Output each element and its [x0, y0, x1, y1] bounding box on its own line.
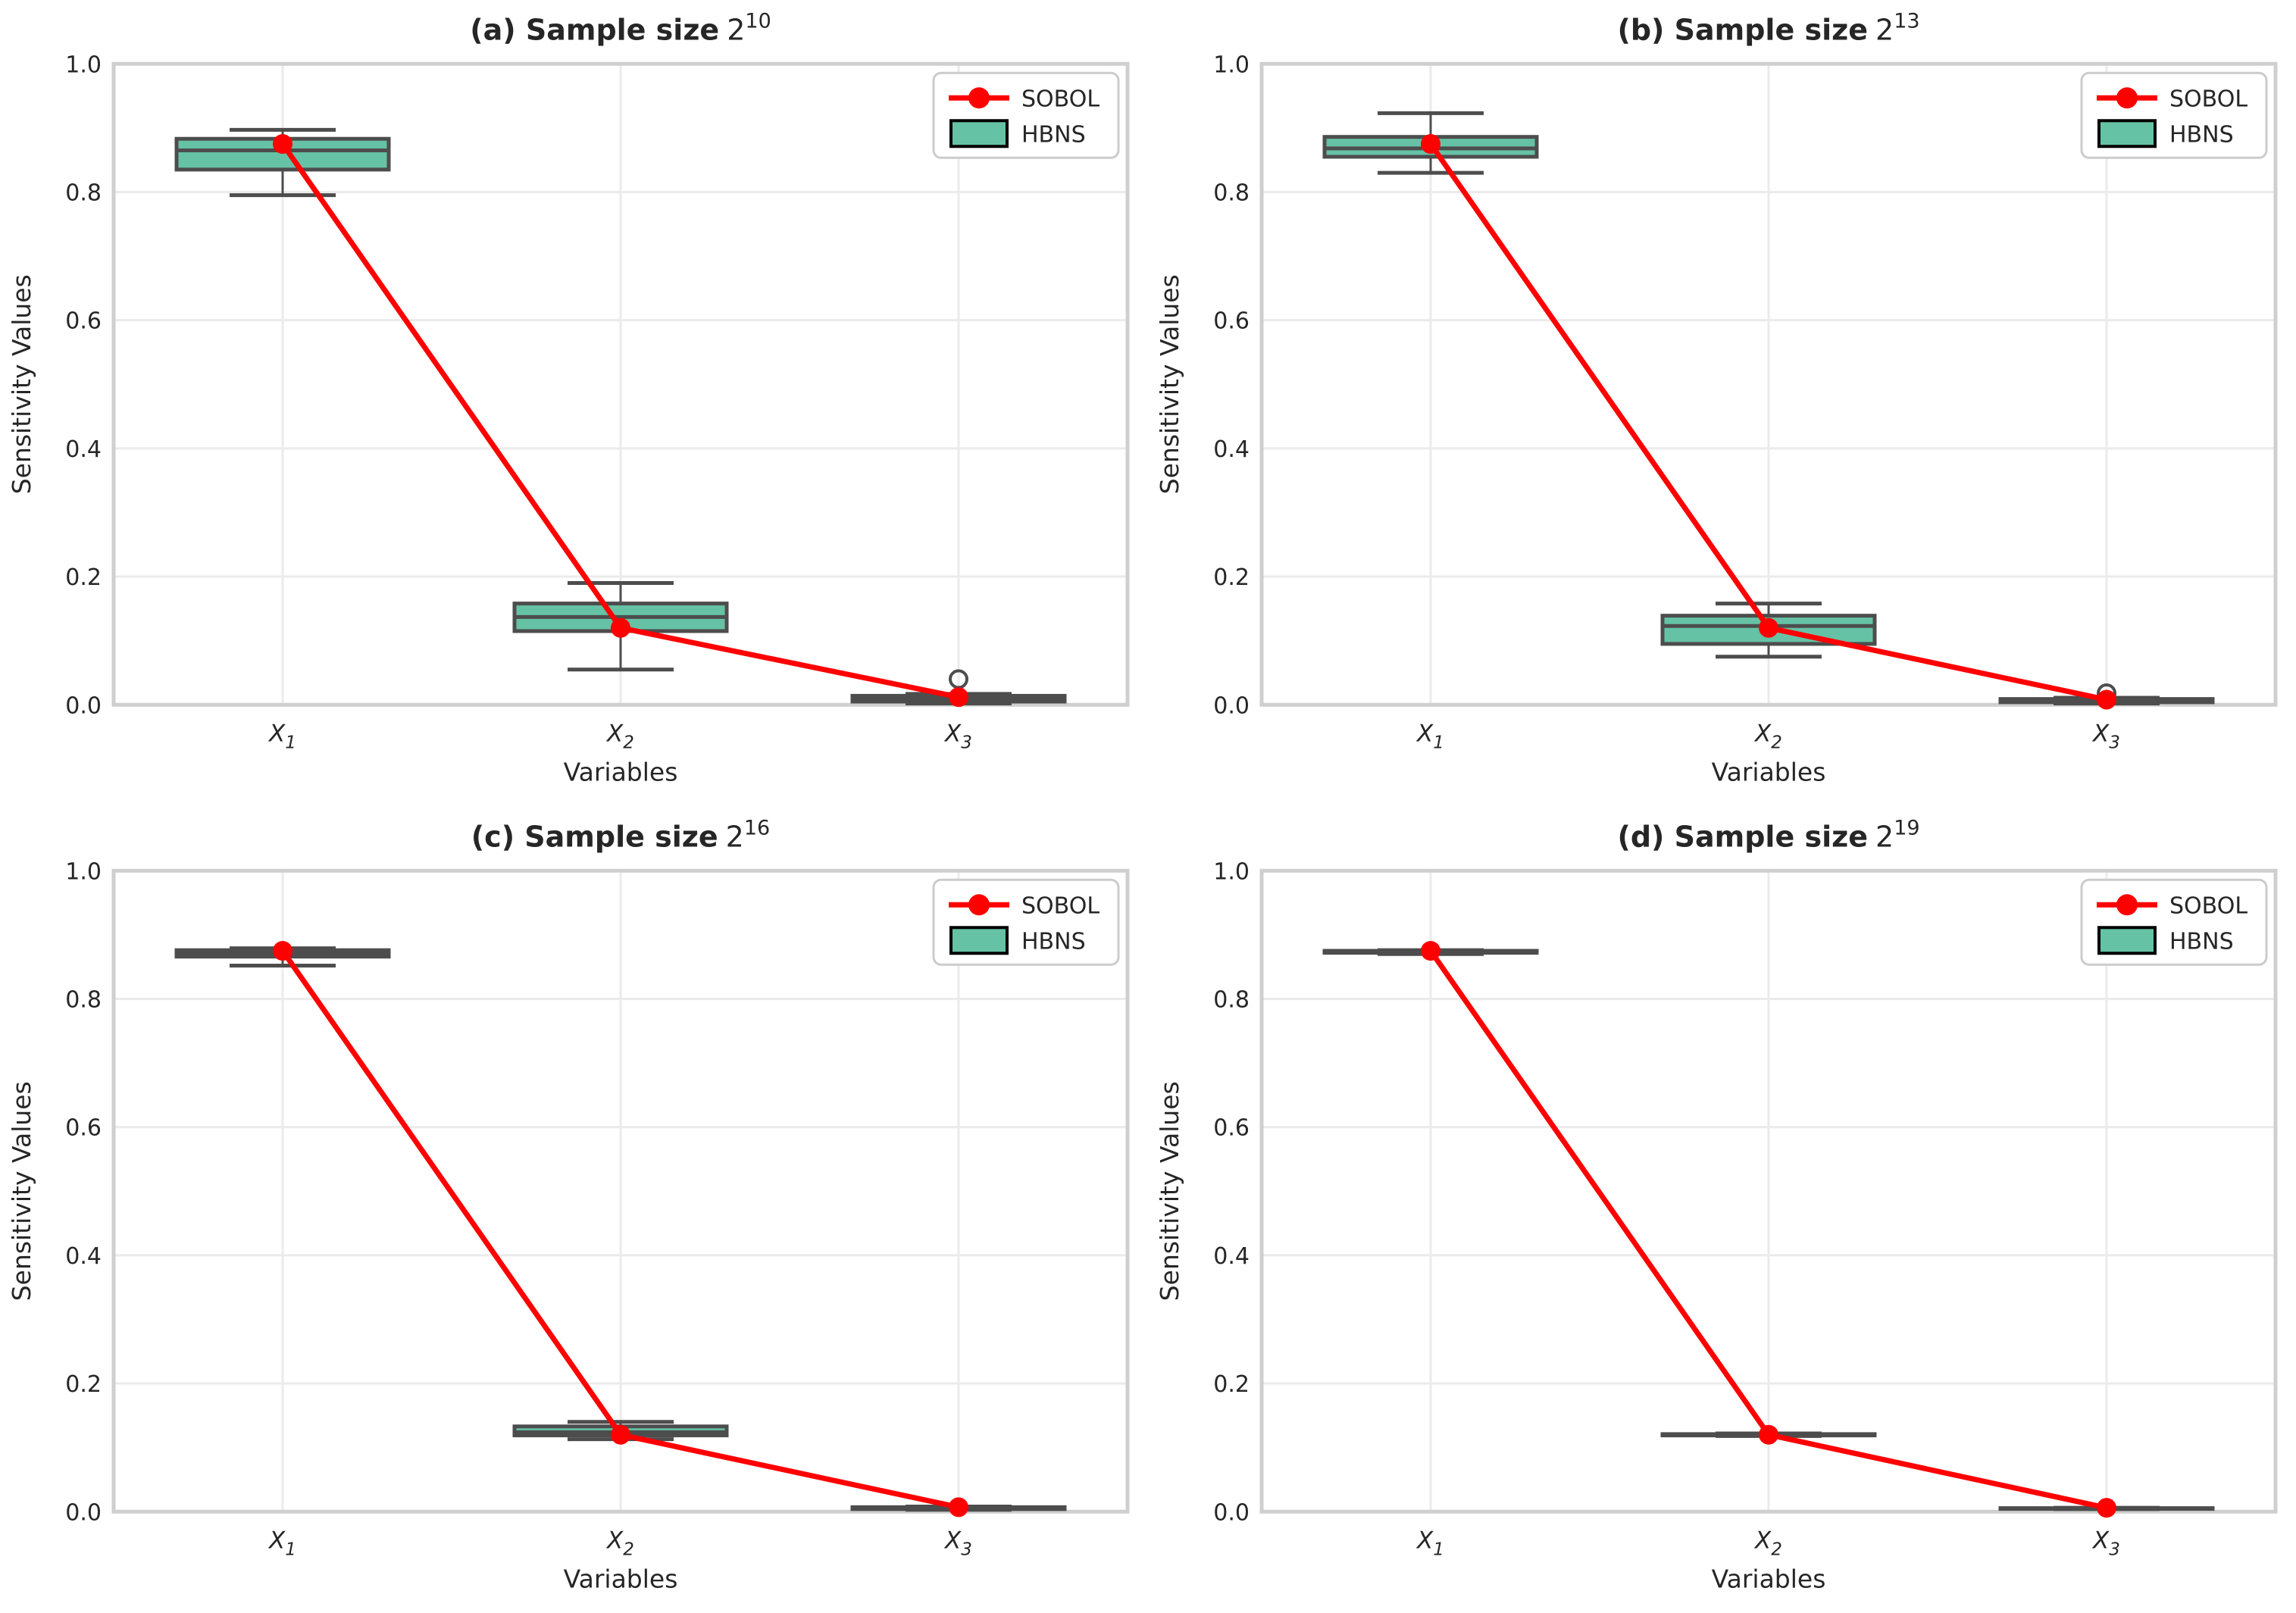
legend-sobol-marker	[2116, 87, 2138, 109]
gridlines	[114, 869, 1128, 1513]
panel-d-chart: (d) Sample size 219 0.0 0.2 0.4 0.6 0.8 1.0 X1 X2…	[1148, 806, 2296, 1613]
box-group	[174, 127, 391, 198]
panel-c: (c) Sample size 216 0.0 0.2 0.4 0.6 0.8 1.0 X1 X2…	[0, 806, 1148, 1613]
sobol-marker	[2097, 1497, 2116, 1518]
legend-hbns-label: HBNS	[2169, 928, 2234, 955]
sobol-marker	[1759, 1424, 1778, 1445]
plot-frame	[111, 61, 1130, 707]
y-axis-label: Sensitivity Values	[1155, 1081, 1184, 1301]
sobol-marker	[1421, 134, 1440, 154]
x-tick-label: X3	[943, 1527, 972, 1559]
panel-c-chart: (c) Sample size 216 0.0 0.2 0.4 0.6 0.8 1.0 X1 X2…	[0, 806, 1148, 1613]
y-tick-label: 0.8	[1213, 180, 1250, 206]
panel-title: (d) Sample size 219	[1617, 816, 1919, 853]
y-tick-label: 0.8	[1213, 986, 1250, 1013]
x-tick-label: X3	[2091, 720, 2120, 752]
x-tick-label: X3	[2091, 1527, 2120, 1559]
y-tick-label: 0.6	[1213, 1114, 1250, 1141]
x-tick-label: X1	[267, 720, 296, 752]
y-tick-label: 0.4	[65, 1243, 102, 1269]
panel-title: (a) Sample size 210	[470, 9, 771, 46]
y-tick-label: 0.2	[1213, 1371, 1250, 1398]
x-tick-label: X3	[943, 720, 972, 752]
legend-sobol-label: SOBOL	[2169, 86, 2248, 112]
sobol-marker	[1759, 617, 1778, 638]
x-tick-label: X1	[1415, 720, 1444, 752]
sobol-marker	[611, 617, 630, 638]
legend-hbns-patch	[2097, 925, 2157, 955]
legend-hbns-label: HBNS	[2169, 121, 2234, 148]
x-tick-label: X2	[1753, 1527, 1782, 1559]
legend-sobol-marker	[968, 893, 990, 915]
legend-sobol-marker	[968, 87, 990, 109]
plot-frame	[1259, 61, 2278, 707]
panel-title: (c) Sample size 216	[471, 816, 770, 853]
sobol-marker	[949, 687, 968, 708]
x-axis-label: Variables	[564, 757, 678, 786]
y-axis-label: Sensitivity Values	[1155, 274, 1184, 494]
y-tick-label: 0.4	[65, 436, 102, 463]
y-tick-label: 0.6	[1213, 308, 1250, 335]
x-tick-label: X2	[605, 1527, 634, 1559]
sobol-marker	[1421, 940, 1440, 961]
panel-a-chart: (a) Sample size 210 0.0 0.2 0.4 0.6 0.8 1.0 X1 X2…	[0, 0, 1148, 807]
legend: SOBOL HBNS	[932, 878, 1120, 966]
legend: SOBOL HBNS	[2080, 878, 2268, 966]
x-tick-label: X1	[1415, 1527, 1444, 1559]
legend-hbns-patch	[949, 119, 1009, 148]
plot-frame	[111, 868, 1130, 1514]
y-tick-label: 0.4	[1213, 436, 1250, 463]
legend-hbns-patch	[2097, 119, 2157, 148]
y-tick-label: 0.0	[65, 692, 102, 719]
y-tick-label: 0.2	[65, 564, 102, 591]
x-tick-label: X2	[1753, 720, 1782, 752]
sobol-marker	[2097, 689, 2116, 710]
x-tick-label: X2	[605, 720, 634, 752]
y-tick-label: 0.6	[65, 1114, 102, 1141]
y-tick-label: 0.0	[1213, 692, 1250, 719]
legend-sobol-label: SOBOL	[2169, 892, 2248, 919]
sobol-marker	[273, 940, 292, 961]
sobol-marker	[611, 1424, 630, 1445]
y-tick-label: 0.8	[65, 986, 102, 1013]
x-axis-label: Variables	[564, 1564, 678, 1593]
y-tick-label: 1.0	[65, 858, 102, 885]
y-tick-label: 1.0	[65, 52, 102, 78]
panel-b: (b) Sample size 213 0.0 0.2 0.4 0.6 0.8 1.0 X1 X2…	[1148, 0, 2296, 807]
panel-b-chart: (b) Sample size 213 0.0 0.2 0.4 0.6 0.8 1.0 X1 X2…	[1148, 0, 2296, 807]
legend-sobol-marker	[2116, 893, 2138, 915]
y-tick-label: 0.0	[1213, 1499, 1250, 1526]
sobol-marker	[949, 1496, 968, 1517]
x-axis-label: Variables	[1712, 757, 1826, 786]
y-tick-label: 0.6	[65, 308, 102, 335]
legend-hbns-label: HBNS	[1021, 121, 1086, 148]
legend-hbns-label: HBNS	[1021, 928, 1086, 955]
y-tick-label: 0.8	[65, 180, 102, 206]
panel-title: (b) Sample size 213	[1617, 9, 1919, 46]
plot-frame	[1259, 868, 2278, 1514]
legend: SOBOL HBNS	[2080, 71, 2268, 159]
y-tick-label: 0.2	[1213, 564, 1250, 591]
panel-a: (a) Sample size 210 0.0 0.2 0.4 0.6 0.8 1.0 X1 X2…	[0, 0, 1148, 807]
legend-hbns-patch	[949, 925, 1009, 955]
legend: SOBOL HBNS	[932, 71, 1120, 159]
x-tick-label: X1	[267, 1527, 296, 1559]
x-axis-label: Variables	[1712, 1564, 1826, 1593]
y-tick-label: 1.0	[1213, 858, 1250, 885]
y-tick-label: 1.0	[1213, 52, 1250, 78]
y-axis-label: Sensitivity Values	[7, 1081, 36, 1301]
legend-sobol-label: SOBOL	[1021, 86, 1100, 112]
legend-sobol-label: SOBOL	[1021, 892, 1100, 919]
panel-d: (d) Sample size 219 0.0 0.2 0.4 0.6 0.8 1.0 X1 X2…	[1148, 806, 2296, 1613]
y-tick-label: 0.4	[1213, 1243, 1250, 1269]
y-tick-label: 0.2	[65, 1371, 102, 1398]
sobol-marker	[273, 134, 292, 154]
y-tick-label: 0.0	[65, 1499, 102, 1526]
y-axis-label: Sensitivity Values	[7, 274, 36, 494]
